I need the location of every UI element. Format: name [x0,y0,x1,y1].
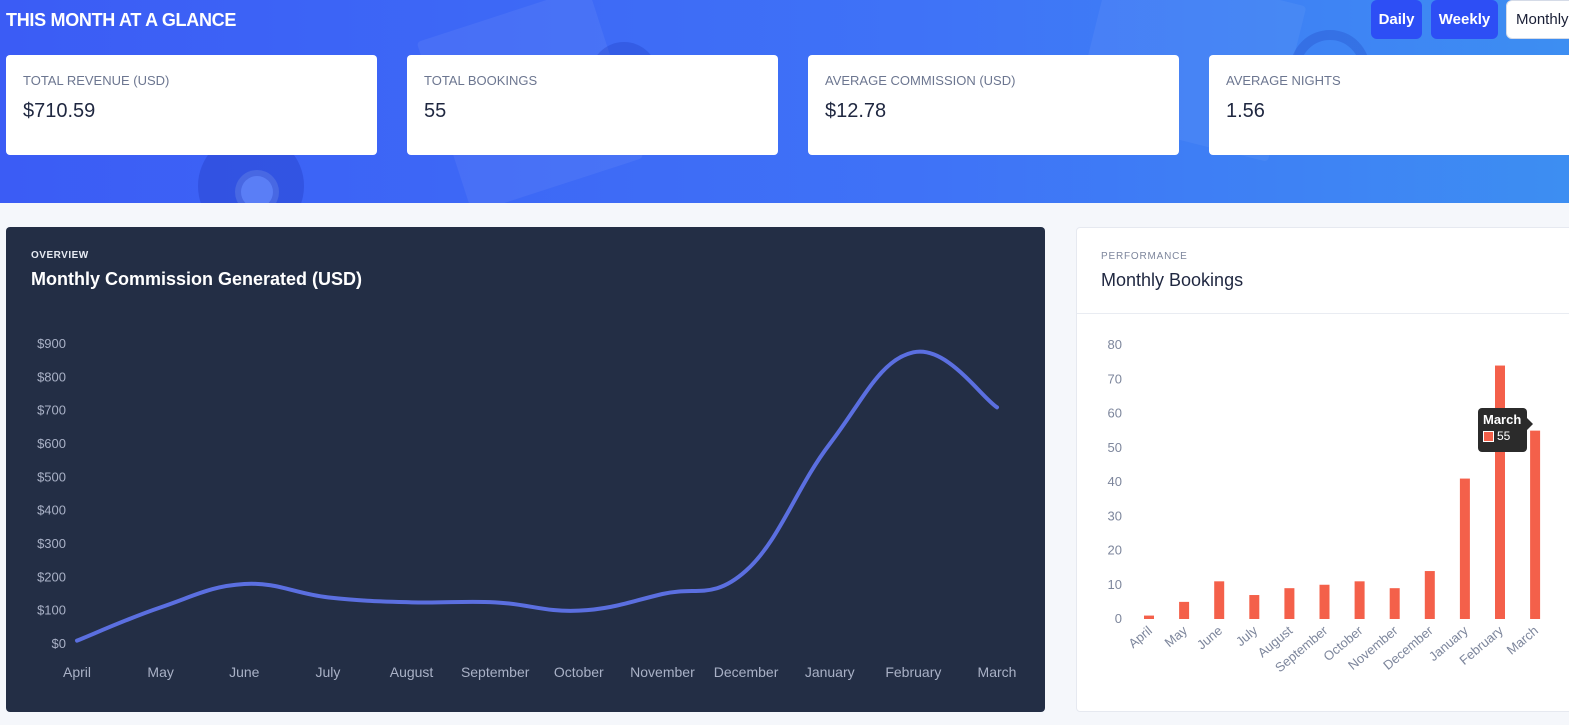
stat-card-average-nights: AVERAGE NIGHTS 1.56 [1209,55,1569,155]
hero-banner: THIS MONTH AT A GLANCE Daily Weekly Mont… [0,0,1569,203]
stat-card-total-bookings: TOTAL BOOKINGS 55 [407,55,778,155]
y-tick-label: $500 [37,469,66,484]
x-tick-label: January [805,664,855,680]
stat-label: AVERAGE COMMISSION (USD) [825,73,1016,88]
stat-card-total-revenue: TOTAL REVENUE (USD) $710.59 [6,55,377,155]
bar-july [1249,595,1260,619]
commission-line-chart: $0 $100 $200 $300 $400 $500 $600 $700 $800 $900 Ap… [37,336,1017,680]
stat-value: 1.56 [1226,100,1265,122]
x-tick-label: June [229,664,260,680]
bar-october [1354,581,1365,619]
bar-january [1459,478,1470,619]
y-tick-label: 0 [1115,611,1122,626]
y-tick-label: $100 [37,603,66,618]
bar-may [1179,601,1190,619]
bar-november [1389,588,1400,619]
y-tick-label: 50 [1108,440,1122,455]
stat-label: TOTAL REVENUE (USD) [23,73,170,88]
tooltip-value: 55 [1497,429,1511,443]
divider [1077,313,1569,314]
chart-tooltip: March 55 [1478,408,1533,452]
x-tick-label: May [1162,622,1191,650]
bar-september [1319,584,1330,619]
tooltip-swatch [1483,430,1494,442]
x-tick-label: September [461,664,530,680]
y-tick-label: 20 [1108,543,1122,558]
panel-eyebrow: PERFORMANCE [1101,251,1188,262]
stat-label: TOTAL BOOKINGS [424,73,538,88]
y-tick-label: $300 [37,536,66,551]
x-tick-label: April [63,664,91,680]
y-tick-label: $800 [37,369,66,384]
stat-value: $710.59 [23,100,96,122]
commission-chart-panel: OVERVIEW Monthly Commission Generated (U… [6,227,1045,712]
y-tick-label: 10 [1108,577,1122,592]
stat-value: 55 [424,100,447,122]
stat-card-average-commission: AVERAGE COMMISSION (USD) $12.78 [808,55,1179,155]
bar-june [1214,581,1225,619]
y-tick-label: 30 [1108,508,1122,523]
x-tick-label: July [1233,622,1261,649]
bar-february [1495,365,1505,619]
x-tick-label: May [147,664,173,680]
x-tick-label: November [630,664,695,680]
x-tick-label: October [554,664,604,680]
x-tick-label: March [978,664,1017,680]
panel-eyebrow: OVERVIEW [31,250,89,261]
y-tick-label: 70 [1108,371,1122,386]
y-tick-label: $900 [37,336,66,351]
bar-april [1144,615,1154,619]
x-tick-label: March [1504,623,1541,658]
panel-title: Monthly Bookings [1101,270,1244,290]
panel-title: Monthly Commission Generated (USD) [31,269,363,289]
y-tick-label: $400 [37,503,66,518]
bar-august [1284,588,1295,619]
bookings-chart-panel: PERFORMANCE Monthly Bookings 0 10 20 30 40 50… [1076,227,1569,712]
x-tick-label: August [390,664,434,680]
y-tick-label: 60 [1108,406,1122,421]
y-tick-label: 80 [1108,337,1122,352]
y-tick-label: $0 [52,636,66,651]
y-tick-label: $200 [37,569,66,584]
x-tick-label: February [885,664,941,680]
y-tick-label: $700 [37,403,66,418]
y-tick-label: $600 [37,436,66,451]
daily-button[interactable]: Daily [1371,0,1422,39]
stat-value: $12.78 [825,100,887,122]
page-title: THIS MONTH AT A GLANCE [6,10,237,30]
y-tick-label: 40 [1108,474,1122,489]
bar-march [1530,430,1541,619]
stat-label: AVERAGE NIGHTS [1226,73,1341,88]
x-tick-label: December [714,664,779,680]
x-tick-label: April [1125,623,1155,651]
monthly-button[interactable]: Monthly [1506,0,1569,39]
bar-december [1424,571,1435,619]
commission-series-line [75,349,999,643]
weekly-button[interactable]: Weekly [1431,0,1498,39]
x-tick-label: July [315,664,340,680]
tooltip-title: March [1483,412,1522,427]
x-tick-label: June [1194,623,1225,653]
